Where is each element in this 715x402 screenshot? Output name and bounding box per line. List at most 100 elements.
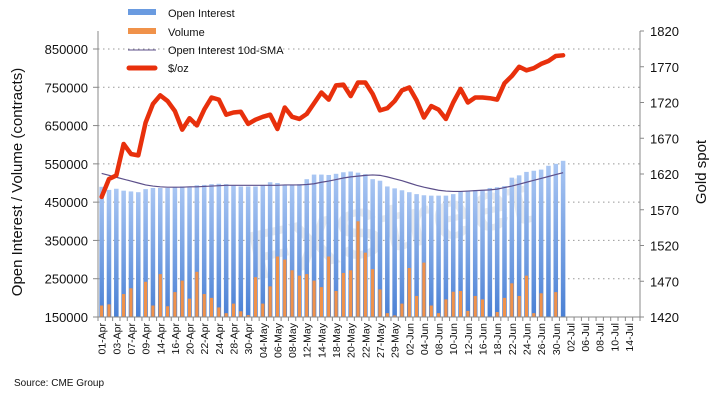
volume-bar: [415, 295, 419, 317]
x-tick-label: 02-Jul: [565, 323, 577, 352]
open-interest-bar: [458, 191, 463, 317]
open-interest-bar: [260, 184, 266, 317]
source-note: Source: CME Group: [14, 378, 105, 389]
volume-bar: [436, 313, 441, 317]
x-tick-label: 08-Jun: [434, 323, 446, 355]
right-tick-label: 1670: [650, 131, 679, 146]
open-interest-bar: [450, 194, 456, 317]
open-interest-bar: [275, 183, 280, 317]
volume-bar: [217, 307, 221, 317]
volume-bar: [532, 313, 536, 317]
open-interest-bar: [289, 184, 295, 317]
open-interest-bar: [128, 191, 134, 317]
open-interest-bar: [253, 186, 258, 317]
volume-bar: [246, 315, 250, 317]
left-tick-label: 850000: [45, 42, 88, 57]
volume-bar: [165, 306, 170, 317]
x-tick-label: 12-Jun: [463, 323, 475, 355]
volume-bar: [144, 281, 148, 317]
open-interest-bar: [238, 186, 244, 317]
open-interest-bar: [436, 195, 441, 317]
volume-bar: [239, 311, 243, 317]
legend-label-open-interest: Open Interest: [168, 8, 235, 20]
open-interest-bar: [99, 186, 104, 317]
right-tick-label: 1470: [650, 274, 679, 289]
x-tick-label: 30-Jun: [551, 323, 563, 355]
volume-bar: [393, 315, 397, 317]
volume-bar: [173, 292, 177, 317]
volume-bar: [502, 297, 507, 317]
x-tick-label: 27-May: [375, 322, 387, 358]
open-interest-bar: [509, 177, 515, 317]
volume-bar: [151, 305, 155, 317]
x-tick-label: 20-Apr: [185, 322, 197, 354]
x-tick-label: 30-Apr: [243, 322, 255, 354]
volume-bar: [231, 303, 236, 317]
x-tick-label: 02-Jun: [404, 323, 416, 355]
open-interest-bar: [297, 184, 302, 317]
open-interest-bar: [304, 179, 310, 317]
x-tick-label: 12-May: [302, 322, 314, 358]
volume-bars: [100, 221, 558, 317]
x-tick-label: 18-Jun: [492, 323, 504, 355]
x-tick-label: 14-May: [316, 322, 328, 358]
open-interest-bar: [531, 170, 537, 317]
volume-bar: [253, 277, 258, 317]
volume-bar: [385, 313, 389, 317]
volume-bar: [180, 280, 184, 317]
volume-bar: [195, 271, 199, 317]
volume-bar: [275, 256, 280, 317]
left-tick-label: 250000: [45, 272, 88, 287]
right-tick-label: 1420: [650, 310, 679, 325]
legend: Open Interest Volume Open Interest 10d-S…: [126, 8, 284, 75]
x-tick-label: 26-Jun: [536, 323, 548, 355]
x-tick-label: 22-Jun: [507, 323, 519, 355]
x-tick-label: 08-Jul: [595, 323, 607, 352]
volume-bar: [363, 252, 367, 317]
volume-bar: [202, 294, 206, 317]
gold-price-line: [99, 53, 566, 200]
volume-bar: [341, 272, 345, 317]
open-interest-bar: [267, 182, 273, 317]
open-interest-bar: [179, 186, 185, 317]
axes: [93, 30, 644, 321]
x-tick-label: 24-Apr: [214, 322, 226, 354]
right-tick-label: 1770: [650, 60, 679, 75]
volume-bar: [510, 283, 514, 317]
open-interest-bar: [392, 188, 397, 317]
x-tick-label: 04-Jun: [419, 323, 431, 355]
legend-label-volume: Volume: [168, 27, 205, 39]
volume-bar: [407, 267, 411, 317]
open-interest-bar: [172, 187, 178, 317]
open-interest-bar: [194, 185, 200, 317]
open-interest-bar: [223, 184, 229, 317]
open-interest-bar: [216, 183, 222, 317]
volume-bar: [429, 305, 433, 317]
open-interest-bar: [399, 190, 405, 317]
open-interest-bar: [209, 184, 214, 317]
series-lines: [99, 53, 566, 200]
volume-bar: [539, 293, 543, 317]
x-tick-label: 14-Jul: [624, 323, 636, 352]
volume-bar: [444, 299, 448, 317]
open-interest-bar: [465, 190, 471, 317]
right-tick-label: 1520: [650, 239, 679, 254]
open-interest-bar: [165, 187, 170, 317]
open-interest-bar: [114, 188, 119, 317]
right-tick-label: 1720: [650, 96, 679, 111]
volume-bar: [517, 295, 521, 317]
volume-bar: [129, 288, 133, 317]
x-tick-label: 10-Jun: [448, 323, 460, 355]
open-interest-bar: [282, 184, 288, 317]
x-tick-label: 06-May: [272, 322, 284, 358]
x-tick-label: 16-Apr: [170, 322, 182, 354]
x-tick-label: 29-May: [390, 322, 402, 358]
left-tick-label: 150000: [45, 310, 88, 325]
open-interest-bar: [553, 163, 559, 317]
x-axis-tick-labels: 01-Apr 03-Apr 07-Apr 09-Apr 14-Apr 16-Apr 20-A…: [97, 322, 636, 358]
right-axis-tick-labels: 1420 1470 1520 1570 1620 1670 1720 1770 1820: [650, 24, 679, 325]
volume-bar: [334, 290, 338, 317]
open-interest-bar: [136, 192, 141, 317]
open-interest-bars: [99, 160, 566, 317]
open-interest-bar: [348, 171, 353, 317]
